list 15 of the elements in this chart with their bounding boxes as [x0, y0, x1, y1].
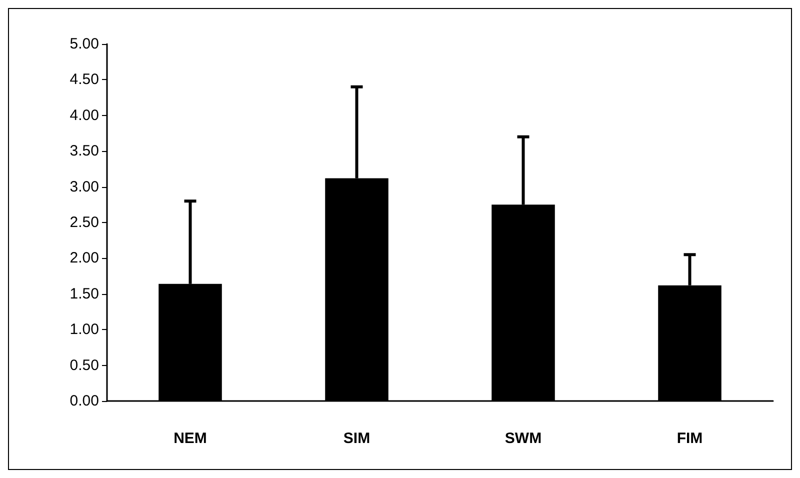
- x-tick-label: NEM: [174, 430, 207, 447]
- x-tick-label: SIM: [343, 430, 370, 447]
- y-tick-label: 5.00: [70, 36, 99, 52]
- y-tick-label: 0.50: [70, 356, 99, 374]
- y-tick-label: 3.50: [70, 142, 99, 160]
- y-tick-label: 2.00: [70, 250, 99, 267]
- x-tick-label: SWM: [504, 430, 542, 447]
- y-tick-label: 4.00: [70, 106, 99, 124]
- y-tick-label: 1.00: [70, 321, 99, 338]
- y-tick-label: 1.50: [70, 285, 99, 302]
- y-tick-label: 0.00: [70, 392, 99, 410]
- x-tick-label: FIM: [676, 430, 703, 447]
- y-tick-label: 2.50: [70, 214, 99, 231]
- y-tick-label: 3.00: [70, 178, 99, 196]
- y-tick-label: 4.50: [70, 71, 99, 88]
